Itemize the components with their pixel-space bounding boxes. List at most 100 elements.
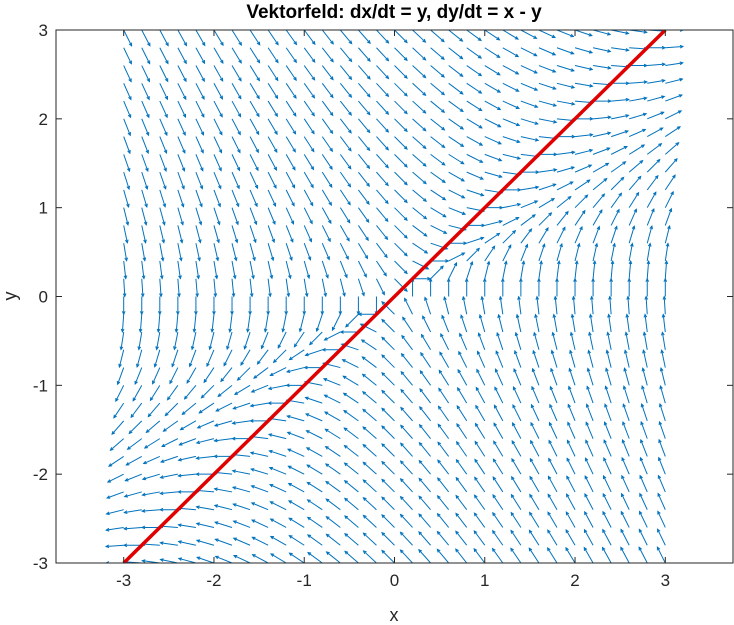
quiver-arrow bbox=[303, 30, 316, 46]
quiver-arrow bbox=[502, 217, 520, 226]
y-tick-label: 3 bbox=[39, 21, 48, 40]
quiver-arrow bbox=[357, 260, 367, 278]
quiver-arrow bbox=[105, 491, 124, 499]
quiver-arrow bbox=[592, 162, 610, 173]
quiver-arrow bbox=[550, 349, 558, 368]
quiver-arrow bbox=[556, 150, 576, 155]
quiver-arrow bbox=[529, 493, 540, 510]
quiver-arrow bbox=[325, 480, 341, 493]
quiver-arrow bbox=[422, 315, 432, 333]
quiver-arrow bbox=[646, 158, 661, 173]
quiver-arrow bbox=[305, 447, 323, 457]
quiver-arrow bbox=[604, 403, 612, 422]
quiver-arrow bbox=[376, 154, 389, 169]
quiver-arrow bbox=[629, 96, 648, 102]
quiver-arrow bbox=[665, 61, 684, 67]
quiver-arrow bbox=[106, 473, 124, 483]
quiver-arrow bbox=[611, 81, 630, 86]
quiver-arrow bbox=[285, 30, 298, 46]
quiver-arrow bbox=[658, 438, 666, 457]
quiver-arrow bbox=[123, 509, 142, 514]
quiver-arrow bbox=[609, 277, 613, 297]
quiver-arrow bbox=[605, 349, 612, 368]
quiver-arrow bbox=[574, 148, 594, 155]
quiver-arrow bbox=[664, 242, 670, 262]
quiver-arrow bbox=[256, 349, 269, 365]
quiver-arrow bbox=[324, 463, 341, 475]
quiver-arrow bbox=[194, 296, 198, 316]
quiver-arrow bbox=[538, 118, 558, 124]
quiver-arrow bbox=[502, 100, 520, 109]
y-tick-label: 1 bbox=[39, 199, 48, 218]
quiver-arrow bbox=[339, 330, 359, 334]
reference-line-layer bbox=[122, 30, 667, 563]
quiver-arrow bbox=[430, 224, 448, 234]
quiver-arrow bbox=[303, 207, 313, 225]
quiver-arrow bbox=[412, 82, 427, 97]
quiver-arrow bbox=[484, 260, 491, 279]
x-tick-label: -3 bbox=[116, 571, 131, 590]
quiver-arrow bbox=[466, 136, 484, 146]
quiver-arrow bbox=[520, 100, 539, 108]
quiver-arrow bbox=[303, 225, 313, 243]
quiver-arrow bbox=[213, 154, 222, 172]
quiver-arrow bbox=[646, 259, 651, 279]
quiver-arrow bbox=[162, 420, 179, 432]
quiver-arrow bbox=[659, 384, 666, 404]
quiver-arrow bbox=[628, 128, 647, 138]
quiver-arrow bbox=[639, 456, 648, 475]
quiver-arrow bbox=[159, 189, 167, 208]
quiver-arrow bbox=[249, 419, 269, 423]
quiver-arrow bbox=[514, 349, 522, 368]
quiver-arrow bbox=[153, 349, 161, 368]
quiver-arrow bbox=[159, 558, 178, 563]
quiver-arrow bbox=[608, 295, 612, 315]
quiver-arrow bbox=[249, 30, 261, 46]
quiver-arrow bbox=[339, 100, 352, 116]
quiver-arrow bbox=[437, 477, 450, 493]
x-tick-label: 1 bbox=[480, 571, 489, 590]
quiver-arrow bbox=[195, 100, 205, 118]
quiver-arrow bbox=[195, 30, 206, 47]
quiver-arrow bbox=[548, 457, 558, 475]
quiver-arrow bbox=[213, 278, 218, 298]
quiver-arrow bbox=[249, 171, 259, 190]
quiver-arrow bbox=[105, 526, 124, 532]
quiver-arrow bbox=[288, 552, 305, 563]
quiver-arrow bbox=[213, 438, 233, 443]
quiver-arrow bbox=[267, 207, 276, 226]
quiver-arrow bbox=[358, 154, 371, 170]
quiver-arrow bbox=[404, 297, 414, 315]
quiver-arrow bbox=[177, 490, 196, 494]
quiver-arrow bbox=[500, 277, 505, 297]
quiver-arrow bbox=[610, 145, 628, 155]
quiver-arrow bbox=[625, 313, 630, 333]
quiver-arrow bbox=[173, 331, 179, 351]
quiver-arrow bbox=[473, 512, 486, 528]
quiver-arrow bbox=[555, 277, 559, 297]
quiver-arrow bbox=[455, 548, 468, 563]
quiver-arrow bbox=[287, 465, 305, 475]
quiver-arrow bbox=[362, 408, 377, 422]
quiver-arrow bbox=[622, 421, 630, 439]
quiver-arrow bbox=[246, 314, 251, 333]
quiver-arrow bbox=[418, 441, 431, 457]
quiver-arrow bbox=[231, 207, 239, 226]
quiver-arrow bbox=[588, 331, 594, 350]
quiver-arrow bbox=[195, 83, 205, 101]
quiver-arrow bbox=[571, 295, 576, 315]
quiver-arrow bbox=[642, 331, 648, 350]
quiver-arrow bbox=[249, 189, 258, 208]
quiver-arrow bbox=[232, 537, 251, 546]
quiver-arrow bbox=[136, 349, 143, 368]
quiver-arrow bbox=[141, 171, 149, 191]
quiver-arrow bbox=[400, 370, 413, 386]
quiver-arrow bbox=[484, 205, 504, 210]
quiver-arrow bbox=[556, 65, 575, 72]
quiver-arrow bbox=[662, 295, 667, 315]
quiver-arrow bbox=[639, 510, 648, 528]
quiver-arrow bbox=[284, 296, 289, 316]
quiver-arrow bbox=[611, 114, 630, 120]
quiver-arrow bbox=[121, 296, 126, 316]
quiver-arrow bbox=[214, 538, 233, 546]
